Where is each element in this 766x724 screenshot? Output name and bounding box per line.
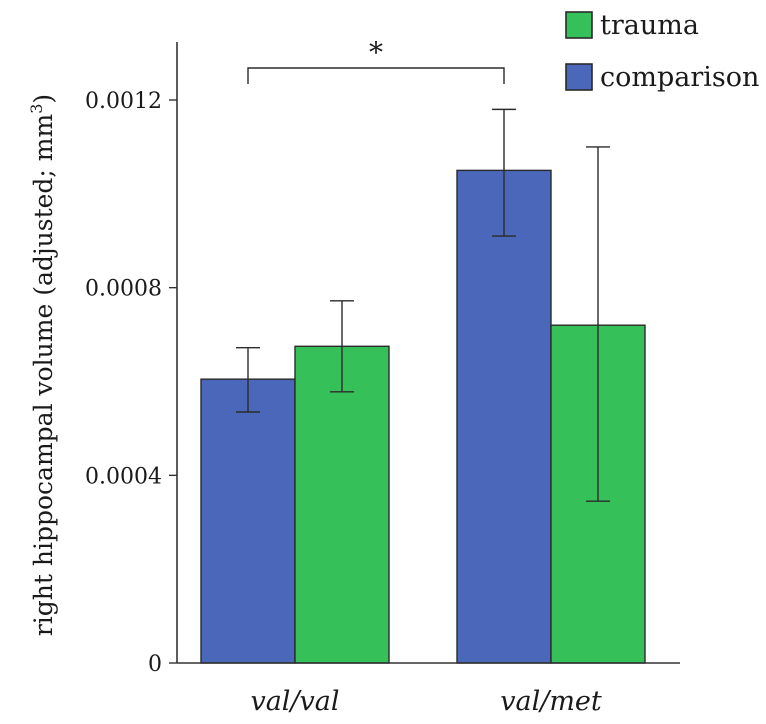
bars-group xyxy=(200,169,646,664)
significance-bracket: * xyxy=(247,36,505,84)
legend-label-comparison: comparison xyxy=(600,62,759,93)
y-tick-label: 0.0008 xyxy=(85,277,162,302)
y-axis-label: right hippocampal volume (adjusted; mm3) xyxy=(27,94,58,636)
bar-trauma-val-val xyxy=(294,345,390,664)
error-bars-group xyxy=(236,108,610,502)
y-axis-label-close: ) xyxy=(29,94,58,104)
y-tick-label: 0.0012 xyxy=(85,89,162,114)
x-labels-group: val/val val/met xyxy=(250,686,601,717)
y-axis-label-superscript: 3 xyxy=(27,104,46,114)
legend-swatch-trauma xyxy=(565,11,593,39)
x-tick-label-val-val: val/val xyxy=(250,686,339,717)
significance-star: * xyxy=(369,36,383,69)
y-tick-label: 0 xyxy=(148,652,162,677)
bar-comparison-val-met xyxy=(456,169,552,664)
y-tick-label: 0.0004 xyxy=(85,464,162,489)
bar-comparison-val-val xyxy=(200,378,296,664)
x-tick-label-val-met: val/met xyxy=(500,686,602,717)
legend-swatch-comparison xyxy=(565,63,593,91)
axes-group xyxy=(176,42,680,664)
y-ticks-group: 0 0.0004 0.0008 0.0012 xyxy=(85,89,177,677)
y-axis-label-main: right hippocampal volume (adjusted; mm xyxy=(29,114,58,637)
legend: trauma comparison xyxy=(565,10,759,93)
significance-bracket-line xyxy=(247,67,505,84)
legend-label-trauma: trauma xyxy=(600,10,699,41)
